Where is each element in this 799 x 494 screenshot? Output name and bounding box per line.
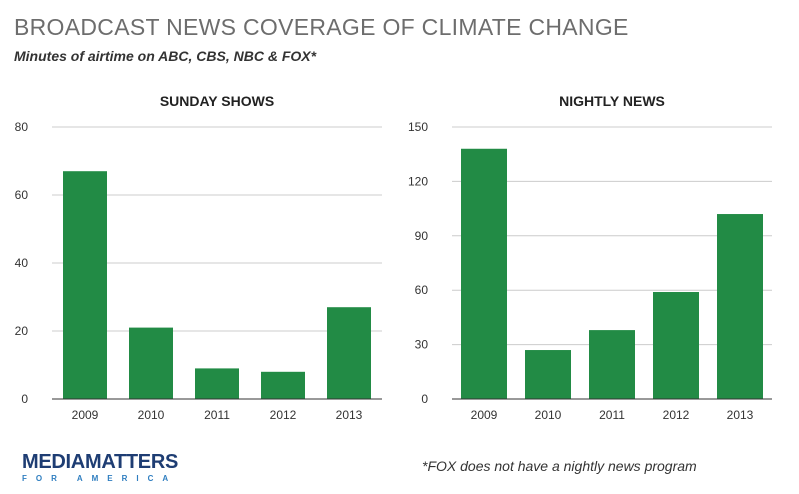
x-tick-label: 2010 [138, 408, 165, 422]
x-tick-label: 2013 [336, 408, 363, 422]
x-tick-label: 2012 [270, 408, 297, 422]
y-tick-label: 30 [415, 338, 429, 352]
x-tick-label: 2013 [727, 408, 754, 422]
chart-subtitle: Minutes of airtime on ABC, CBS, NBC & FO… [14, 48, 317, 64]
y-tick-label: 0 [21, 392, 28, 406]
bar [589, 330, 635, 399]
x-tick-label: 2012 [663, 408, 690, 422]
media-matters-logo: MEDIAMATTERS FOR AMERICA [22, 452, 222, 483]
x-tick-label: 2009 [471, 408, 498, 422]
y-tick-label: 60 [15, 188, 29, 202]
bar [129, 327, 173, 399]
panel-title: SUNDAY SHOWS [160, 93, 274, 109]
bar [195, 368, 239, 399]
logo-tagline: FOR AMERICA [22, 474, 178, 483]
y-tick-label: 40 [15, 256, 29, 270]
y-tick-label: 90 [415, 229, 429, 243]
y-tick-label: 0 [421, 392, 428, 406]
y-tick-label: 150 [408, 120, 428, 134]
bar [327, 307, 371, 399]
bar [461, 148, 507, 399]
bar [63, 171, 107, 399]
logo-wordmark: MEDIAMATTERS [22, 452, 222, 472]
x-tick-label: 2011 [599, 408, 625, 422]
logo-media: MEDIA [22, 451, 85, 473]
x-tick-label: 2009 [72, 408, 99, 422]
footnote: *FOX does not have a nightly news progra… [422, 458, 697, 474]
x-tick-label: 2011 [204, 408, 230, 422]
bar [261, 371, 305, 399]
bar [525, 350, 571, 399]
logo-matters: MATTERS [84, 451, 179, 473]
bar [653, 292, 699, 399]
y-tick-label: 60 [415, 283, 429, 297]
x-tick-label: 2010 [535, 408, 562, 422]
y-tick-label: 80 [15, 120, 29, 134]
y-tick-label: 120 [408, 174, 428, 188]
y-tick-label: 20 [15, 324, 29, 338]
chart-title: BROADCAST NEWS COVERAGE OF CLIMATE CHANG… [14, 14, 629, 40]
bar [717, 214, 763, 399]
panel-title: NIGHTLY NEWS [559, 93, 665, 109]
